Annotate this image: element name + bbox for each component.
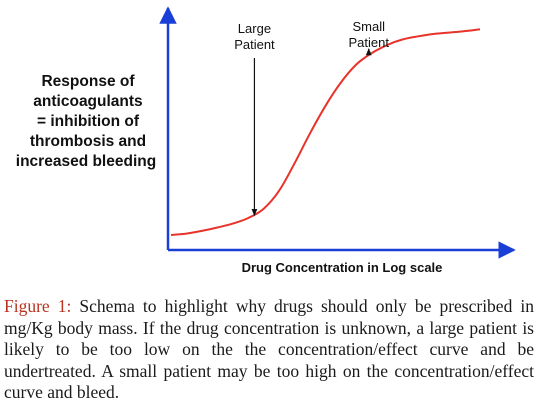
figure-chart: Response of anticoagulants = inhibition …	[16, 6, 516, 275]
y-label-line: anticoagulants	[33, 93, 142, 110]
figure-caption: Figure 1: Schema to highlight why drugs …	[4, 296, 534, 404]
x-axis-label: Drug Concentration in Log scale	[242, 260, 443, 275]
y-axis-label: Response of anticoagulants = inhibition …	[16, 73, 156, 170]
annotation-large-label-line1: Large	[238, 21, 271, 36]
caption-label: Figure 1:	[4, 296, 72, 316]
annotation-large-patient: Large Patient	[234, 21, 275, 217]
annotation-small-label-line1: Small	[353, 19, 386, 34]
caption-text: Schema to highlight why drugs should onl…	[4, 296, 534, 402]
y-label-line: Response of	[41, 73, 135, 90]
y-label-line-highlight: increased bleeding	[16, 153, 156, 170]
y-label-line: thrombosis and	[30, 133, 146, 150]
y-label-line: = inhibition of	[37, 113, 140, 130]
annotation-small-patient: Small Patient	[349, 19, 390, 56]
annotation-small-label-line2: Patient	[349, 35, 390, 50]
dose-response-curve	[170, 28, 481, 236]
annotation-large-label-line2: Patient	[234, 37, 275, 52]
